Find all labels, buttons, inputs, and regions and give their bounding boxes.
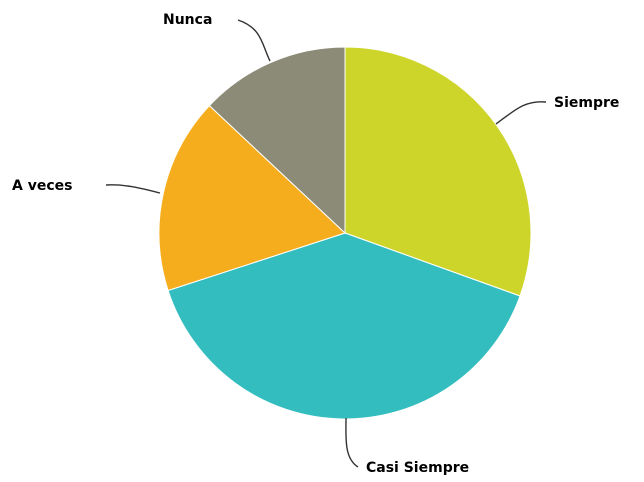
leader-line-nunca [237, 19, 271, 62]
pie-slices [158, 46, 532, 420]
pie-slice-nunca [208, 46, 346, 235]
pie-slice-siempre [344, 46, 532, 297]
pie-slice-casi-siempre [167, 232, 521, 420]
leader-line-siempre [495, 101, 547, 125]
pie-labels: Siempre Casi Siempre A veces Nunca [12, 12, 619, 476]
pie-slice-a-veces [158, 104, 346, 292]
slice-label-nunca: Nunca [163, 12, 212, 28]
leader-line-a-veces [105, 184, 161, 194]
leader-line-casi-siempre [345, 417, 359, 468]
slice-label-a-veces: A veces [12, 178, 72, 194]
slice-label-casi-siempre: Casi Siempre [366, 460, 469, 476]
slice-label-siempre: Siempre [554, 95, 619, 111]
